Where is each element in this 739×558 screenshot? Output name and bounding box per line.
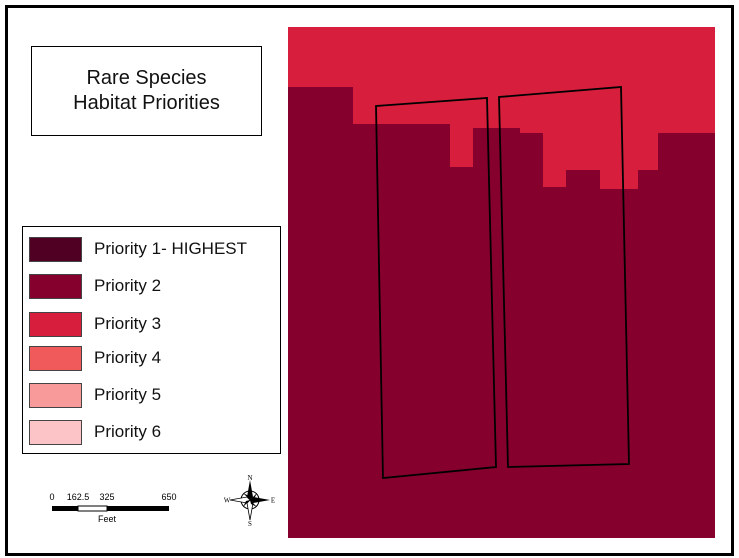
legend: Priority 1- HIGHEST Priority 2 Priority … bbox=[22, 226, 281, 454]
legend-swatch bbox=[29, 382, 82, 408]
legend-item-priority-6: Priority 6 bbox=[29, 419, 161, 445]
scale-tick-3: 650 bbox=[161, 492, 176, 502]
compass-n: N bbox=[247, 474, 252, 482]
map-title-line-2: Habitat Priorities bbox=[73, 92, 220, 114]
legend-item-priority-3: Priority 3 bbox=[29, 311, 161, 337]
legend-item-priority-2: Priority 2 bbox=[29, 273, 161, 299]
legend-label: Priority 5 bbox=[94, 385, 162, 404]
priority-3-area-east bbox=[413, 27, 715, 189]
scale-bar: 0 162.5 325 650 Feet bbox=[49, 492, 176, 524]
legend-swatch bbox=[29, 419, 82, 445]
legend-label: Priority 1- HIGHEST bbox=[94, 239, 248, 258]
priority-3-area-corner bbox=[288, 27, 318, 87]
map-title-box: Rare Species Habitat Priorities bbox=[31, 46, 262, 136]
parcel-boundary-west bbox=[375, 97, 497, 479]
compass-e: E bbox=[271, 497, 275, 505]
scale-segment-3 bbox=[107, 506, 169, 511]
legend-item-priority-1: Priority 1- HIGHEST bbox=[29, 236, 247, 262]
legend-label: Priority 2 bbox=[94, 276, 162, 295]
legend-label: Priority 3 bbox=[94, 314, 162, 333]
legend-item-priority-5: Priority 5 bbox=[29, 382, 161, 408]
priority-3-area-west bbox=[288, 27, 473, 167]
scale-segment-1 bbox=[52, 506, 78, 511]
scale-tick-0: 0 bbox=[49, 492, 54, 502]
legend-swatch bbox=[29, 273, 82, 299]
legend-swatch bbox=[29, 236, 82, 262]
map-title-line-1: Rare Species bbox=[86, 67, 207, 89]
compass-s: S bbox=[248, 520, 252, 526]
compass-w: W bbox=[224, 497, 231, 505]
scale-unit-label: Feet bbox=[98, 514, 117, 524]
legend-label: Priority 6 bbox=[94, 422, 162, 441]
compass-rose-icon: N S E W bbox=[224, 474, 275, 526]
legend-swatch bbox=[29, 311, 82, 337]
map-frame bbox=[5, 5, 734, 556]
legend-item-priority-4: Priority 4 bbox=[29, 345, 161, 371]
scale-segment-2 bbox=[77, 505, 108, 512]
scale-tick-1: 162.5 bbox=[67, 492, 90, 502]
legend-label: Priority 4 bbox=[94, 348, 162, 367]
habitat-map bbox=[288, 27, 715, 538]
legend-swatch bbox=[29, 345, 82, 371]
priority-2-notch bbox=[318, 87, 353, 124]
scale-tick-2: 325 bbox=[99, 492, 114, 502]
parcel-boundary-east bbox=[498, 86, 630, 468]
